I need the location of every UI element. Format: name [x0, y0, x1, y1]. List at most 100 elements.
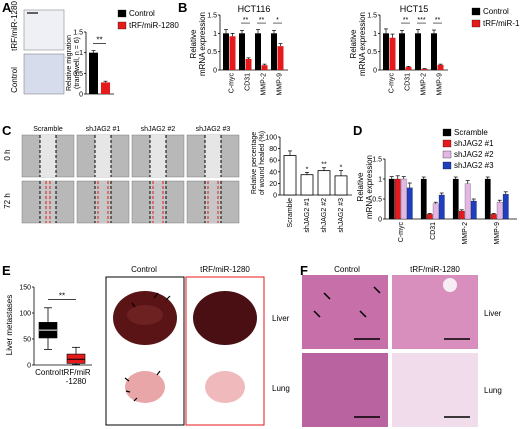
legend-trf-label: tRF/miR-1280 — [483, 19, 520, 28]
legend-0-swatch — [442, 128, 452, 137]
legend-trf-swatch — [471, 19, 481, 28]
bar-Scramble-MMP-2 — [452, 178, 459, 220]
bar-Scramble-CD31 — [420, 178, 427, 220]
control-liver-highlight — [127, 305, 163, 325]
panel-label-a: A — [2, 0, 12, 15]
row-label: Liver — [272, 314, 290, 323]
y-tick-label: 40 — [269, 169, 277, 176]
significance-mark: ** — [435, 17, 441, 24]
x-tick-label: shJAG2 #1 — [304, 198, 311, 233]
y-axis-label: Liver metastases — [5, 295, 14, 355]
panel-label-b: B — [178, 0, 188, 15]
bar-shJAG2 #3-C-myc — [406, 187, 413, 220]
row-label: Lung — [484, 386, 502, 395]
row-label: Liver — [484, 309, 502, 318]
y-tick-label: 0 — [273, 193, 277, 200]
y-tick-label: 1.5 — [207, 13, 217, 20]
x-tick-label: tRF/miR -1280 — [61, 368, 91, 386]
y-tick-label: 100 — [19, 311, 31, 318]
panel-label-e: E — [2, 263, 11, 278]
x-tick-label: C-myc — [229, 73, 236, 94]
y-tick-label: 0 — [378, 217, 382, 224]
y-tick-label: 1.5 — [372, 157, 382, 164]
metastasis-arrow — [153, 292, 159, 299]
y-tick-label: 0.5 — [73, 71, 83, 78]
x-tick-label: CD31 — [245, 73, 252, 91]
bar-shJAG2 #3 — [334, 175, 348, 196]
bar-Scramble — [283, 155, 297, 196]
y-tick-label: 1 — [373, 31, 377, 38]
panel-a-images: tRF/miR-1280 Control — [10, 1, 65, 95]
wound-gap — [150, 181, 166, 223]
legend-control-label: Control — [129, 9, 155, 18]
bar-shJAG2 #2-MMP-2 — [464, 183, 471, 220]
chart-e: Liver metastases 0 50 100 150 Control tRF/miR -… — [5, 285, 92, 386]
column-label: shJAG2 #1 — [86, 126, 121, 133]
lesion-arrow — [359, 310, 367, 318]
x-tick-label: C-myc — [398, 222, 405, 243]
wound-gap — [95, 181, 111, 223]
significance-mark: * — [340, 165, 343, 172]
panel-e-images: Control tRF/miR-1280 Liver Lung — [105, 265, 290, 426]
image-label-trf-line1: tRF/miR-1280 — [10, 1, 19, 51]
box-tRF/miR-1280 — [66, 353, 86, 364]
significance-mark: ** — [243, 17, 249, 24]
control-lung-histology — [302, 353, 388, 427]
wound-gap — [95, 135, 111, 177]
metastasis-arrow — [165, 295, 171, 301]
chart-title: HCT15 — [400, 4, 429, 14]
column-label: shJAG2 #2 — [141, 126, 176, 133]
control-lung — [125, 371, 165, 403]
legend-trf-label: tRF/miR-1280 — [129, 21, 179, 30]
lesion-arrow — [323, 292, 331, 300]
significance-mark: ** — [403, 17, 409, 24]
significance-mark: ** — [259, 17, 265, 24]
bar-shJAG2 #2-C-myc — [400, 178, 407, 220]
transwell-image-trf — [23, 9, 65, 51]
bar-shJAG2 #3-MMP-2 — [470, 200, 477, 220]
bar-shJAG2 #2-MMP-9 — [496, 202, 503, 220]
y-tick-label: 0.5 — [372, 197, 382, 204]
bar-Scramble-C-myc — [388, 178, 395, 220]
bar-tRF/miR-1280-C-myc — [229, 36, 236, 70]
wound-gap — [205, 135, 221, 177]
y-tick-label: 50 — [23, 337, 31, 344]
bar-Scramble-MMP-9 — [484, 178, 491, 220]
x-tick-label: Scramble — [287, 198, 294, 228]
chart-a: Relative migration(transwell, n = 6)0 0.5… — [66, 9, 179, 99]
y-tick-label: 0 — [27, 363, 31, 370]
bar-Control-C-myc — [223, 33, 229, 70]
bar-tRF/miR-1280-MMP-2 — [421, 68, 428, 70]
bar-Control-MMP-9 — [271, 33, 277, 70]
significance-mark: ** — [96, 36, 102, 45]
bar-shJAG2 #1-CD31 — [426, 214, 433, 220]
y-axis-label: Relative migration(transwell, n = 6) — [66, 35, 81, 91]
bar-shJAG2 #1-MMP-2 — [458, 210, 465, 220]
image-header: Control — [131, 265, 157, 274]
bar-Control-CD31 — [239, 33, 245, 70]
y-tick-label: 1.5 — [73, 30, 83, 37]
x-tick-label: MMP-2 — [462, 222, 469, 245]
trf-liver-histology — [392, 275, 478, 349]
panel-f-images: Control tRF/miR-1280 Liver Lung — [302, 265, 502, 427]
legend-2-swatch — [442, 150, 452, 159]
significance-mark: *** — [417, 17, 425, 24]
x-tick-label: MMP-9 — [277, 73, 284, 96]
bar-tRF/miR-1280-MMP-2 — [261, 65, 268, 70]
panel-label-f: F — [300, 263, 308, 278]
y-tick-label: 0.5 — [367, 49, 377, 56]
legend-trf-swatch — [117, 21, 127, 30]
bar-shJAG2 #3-MMP-9 — [502, 194, 509, 220]
metastasis-arrow — [156, 370, 161, 376]
legend-3-label: shJAG2 #3 — [454, 161, 494, 170]
significance-mark: ** — [321, 162, 327, 169]
y-tick-label: 60 — [269, 158, 277, 165]
y-tick-label: 80 — [269, 146, 277, 153]
legend-3-swatch — [442, 161, 452, 170]
x-tick-label: Control — [35, 368, 61, 377]
bar-Control-CD31 — [399, 33, 405, 70]
bar-tRF/miR-1280 — [101, 82, 110, 94]
vessel — [443, 278, 457, 292]
x-tick-label: MMP-9 — [494, 222, 501, 245]
bar-Control-MMP-2 — [255, 33, 261, 70]
